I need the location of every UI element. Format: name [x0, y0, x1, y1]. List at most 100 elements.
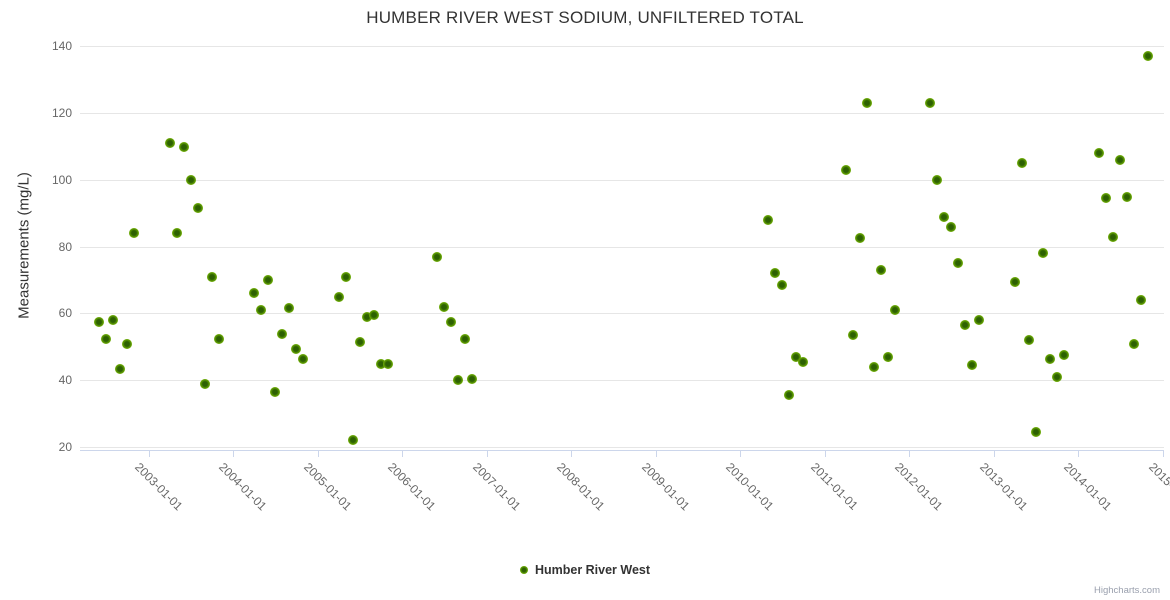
- data-point[interactable]: [115, 363, 126, 374]
- data-point[interactable]: [206, 271, 217, 282]
- data-point[interactable]: [101, 333, 112, 344]
- data-point[interactable]: [1122, 191, 1133, 202]
- data-point[interactable]: [882, 351, 893, 362]
- data-point[interactable]: [960, 320, 971, 331]
- x-axis-tick-mark: [909, 451, 910, 457]
- data-point[interactable]: [347, 435, 358, 446]
- data-point[interactable]: [263, 275, 274, 285]
- data-point[interactable]: [375, 358, 386, 369]
- data-point[interactable]: [270, 386, 281, 397]
- data-point[interactable]: [213, 333, 224, 344]
- x-axis-tick-label: 2010-01-01: [723, 460, 777, 514]
- data-point[interactable]: [171, 228, 182, 239]
- data-point[interactable]: [1143, 51, 1154, 62]
- data-point[interactable]: [1129, 338, 1140, 349]
- data-point[interactable]: [1094, 148, 1105, 159]
- data-point[interactable]: [1115, 154, 1126, 165]
- data-point[interactable]: [277, 328, 288, 339]
- data-point[interactable]: [763, 214, 774, 225]
- data-point[interactable]: [178, 141, 189, 152]
- y-gridline: [80, 46, 1164, 48]
- data-point[interactable]: [361, 311, 372, 322]
- data-point[interactable]: [798, 356, 809, 367]
- y-gridline: [80, 113, 1164, 115]
- data-point[interactable]: [840, 164, 851, 175]
- data-point[interactable]: [291, 343, 302, 354]
- data-point[interactable]: [967, 360, 978, 371]
- legend-item-humber-river-west[interactable]: Humber River West: [0, 563, 1170, 577]
- x-axis-tick-mark: [824, 451, 826, 457]
- x-axis-tick-mark: [1078, 451, 1079, 457]
- x-axis-tick-label: 2008-01-01: [554, 460, 608, 514]
- data-point[interactable]: [333, 291, 344, 302]
- x-axis-tick-label: 2015-01-01: [1145, 460, 1170, 514]
- data-point[interactable]: [1037, 248, 1048, 259]
- data-point[interactable]: [1136, 295, 1147, 306]
- x-axis-tick-mark: [233, 451, 234, 457]
- data-point[interactable]: [340, 271, 351, 282]
- data-point[interactable]: [108, 315, 119, 326]
- data-point[interactable]: [122, 338, 133, 349]
- data-point[interactable]: [932, 174, 943, 185]
- data-point[interactable]: [974, 315, 985, 326]
- x-axis-tick-mark: [402, 451, 403, 457]
- data-point[interactable]: [1101, 193, 1112, 204]
- data-point[interactable]: [439, 301, 450, 312]
- x-axis-line: [80, 450, 1164, 451]
- data-point[interactable]: [129, 228, 140, 239]
- data-point[interactable]: [889, 305, 900, 316]
- data-point[interactable]: [467, 373, 478, 384]
- data-point[interactable]: [284, 303, 295, 314]
- y-axis-tick-label: 40: [58, 373, 72, 388]
- x-axis-tick-label: 2005-01-01: [300, 460, 354, 514]
- data-point[interactable]: [784, 390, 795, 401]
- data-point[interactable]: [791, 351, 802, 362]
- data-point[interactable]: [354, 336, 365, 347]
- y-gridline: [80, 447, 1164, 448]
- data-point[interactable]: [1058, 350, 1069, 361]
- data-point[interactable]: [192, 203, 203, 214]
- data-point[interactable]: [1009, 276, 1020, 287]
- data-point[interactable]: [777, 280, 788, 290]
- data-point[interactable]: [868, 361, 879, 372]
- y-gridline: [80, 313, 1164, 315]
- x-axis-tick-mark: [317, 451, 319, 457]
- y-axis-tick-label: 60: [58, 306, 72, 321]
- x-axis-tick-label: 2004-01-01: [216, 460, 270, 514]
- data-point[interactable]: [298, 353, 309, 364]
- data-point[interactable]: [164, 138, 175, 149]
- data-point[interactable]: [249, 288, 260, 299]
- data-point[interactable]: [939, 211, 950, 222]
- data-point[interactable]: [1108, 231, 1119, 242]
- data-point[interactable]: [854, 233, 865, 244]
- data-point[interactable]: [925, 98, 936, 109]
- data-point[interactable]: [460, 333, 471, 344]
- data-point[interactable]: [1030, 427, 1041, 437]
- data-point[interactable]: [1044, 353, 1055, 364]
- highcharts-credits-link[interactable]: Highcharts.com: [1094, 585, 1160, 596]
- x-axis-tick-mark: [486, 451, 488, 457]
- data-point[interactable]: [256, 305, 267, 316]
- data-point[interactable]: [946, 221, 957, 232]
- data-point[interactable]: [847, 330, 858, 341]
- y-axis-tick-label: 80: [58, 239, 72, 254]
- y-gridline: [80, 380, 1164, 382]
- data-point[interactable]: [1051, 371, 1062, 382]
- data-point[interactable]: [770, 268, 781, 279]
- data-point[interactable]: [861, 98, 872, 109]
- legend-label: Humber River West: [534, 563, 651, 577]
- data-point[interactable]: [453, 375, 464, 386]
- data-point[interactable]: [875, 265, 886, 275]
- data-point[interactable]: [382, 358, 393, 369]
- data-point[interactable]: [1023, 335, 1034, 346]
- data-point[interactable]: [185, 174, 196, 185]
- data-point[interactable]: [1016, 158, 1027, 169]
- x-axis-tick-mark: [1162, 451, 1164, 457]
- data-point[interactable]: [953, 258, 964, 269]
- data-point[interactable]: [432, 251, 443, 262]
- data-point[interactable]: [94, 316, 105, 327]
- data-point[interactable]: [199, 378, 210, 389]
- data-point[interactable]: [446, 316, 457, 327]
- x-axis-tick-label: 2007-01-01: [469, 460, 523, 514]
- data-point[interactable]: [368, 310, 379, 321]
